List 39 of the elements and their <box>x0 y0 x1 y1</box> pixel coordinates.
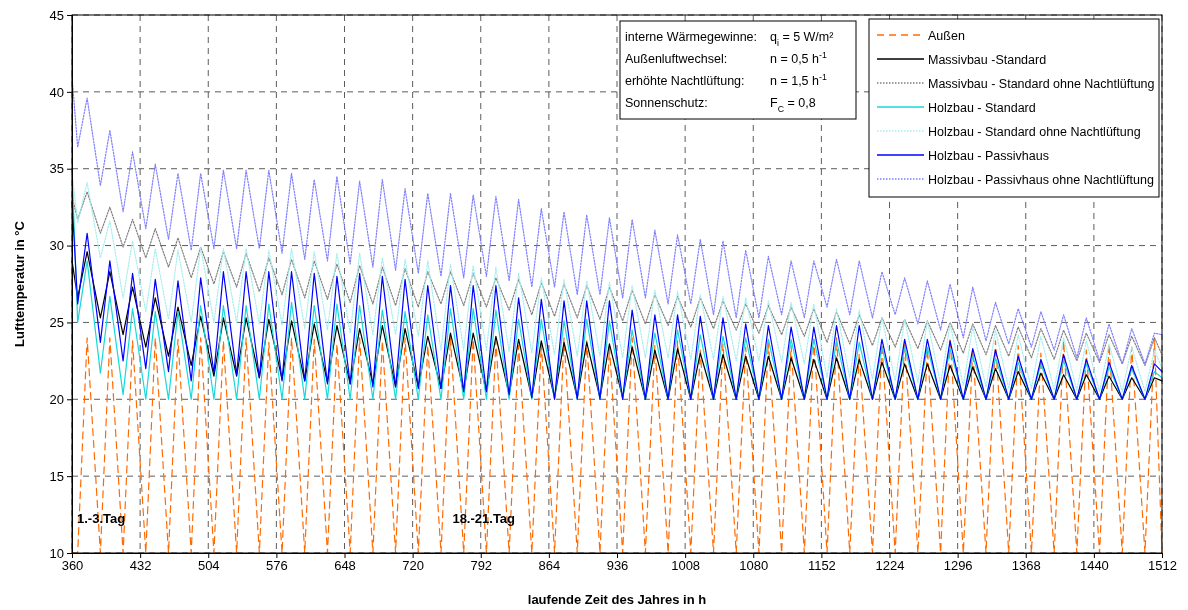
y-tick-label: 35 <box>49 161 64 177</box>
text: Außenluftwechsel: n = 0,5 h$^{-1}$ <box>625 50 827 66</box>
y-tick-label: 25 <box>49 315 64 331</box>
legend-label: Massivbau -Standard <box>928 52 1047 67</box>
x-tick-label: 720 <box>402 558 424 574</box>
x-tick-label: 1224 <box>875 558 905 574</box>
text: Sonnenschutz: F$_{C}$ = 0,8 <box>625 96 816 114</box>
x-tick-label: 504 <box>197 558 220 574</box>
y-tick-label: 15 <box>49 468 64 484</box>
legend-label: Massivbau - Standard ohne Nachtlüftung <box>928 76 1155 91</box>
line-series <box>71 191 1163 367</box>
x-tick-label: 1512 <box>1148 558 1177 574</box>
legend-label: Holzbau - Passivhaus ohne Nachtlüftung <box>928 172 1154 187</box>
text: erhöhte Nachtlüftung: n = 1,5 h$^{-1}$ <box>625 72 827 88</box>
y-tick-label: 40 <box>49 84 64 100</box>
annotation: interne Wärmegewinne: q$_{i}$ = 5 W/m² <box>625 30 834 48</box>
x-tick-label: 360 <box>61 558 84 574</box>
x-tick-label: 1440 <box>1079 558 1109 574</box>
x-tick-label: 792 <box>470 558 493 574</box>
x-tick-label: 1152 <box>807 558 836 574</box>
legend-label: Holzbau - Passivhaus <box>928 148 1049 163</box>
x-tick-label: 864 <box>538 558 561 574</box>
x-tick-label: 576 <box>266 558 288 574</box>
y-axis-title: Lufttemperatur in °C <box>12 220 27 347</box>
legend-label: Holzbau - Standard <box>928 100 1036 115</box>
x-tick-label: 1368 <box>1011 558 1041 574</box>
x-axis-title: laufende Zeit des Jahres in h <box>527 592 707 607</box>
y-tick-label: 10 <box>49 545 64 561</box>
x-tick-label: 1008 <box>671 558 701 574</box>
y-tick-label: 30 <box>49 238 64 254</box>
x-tick-label: 648 <box>334 558 356 574</box>
legend-label: Außen <box>928 28 965 43</box>
x-tick-label: 1296 <box>943 558 973 574</box>
legend-label: Holzbau - Standard ohne Nachtlüftung <box>928 124 1141 139</box>
x-tick-label: 936 <box>606 558 629 574</box>
x-tick-label: 432 <box>129 558 152 574</box>
y-tick-label: 20 <box>49 391 64 407</box>
y-tick-label: 45 <box>49 7 64 23</box>
x-tick-label: 1080 <box>739 558 769 574</box>
